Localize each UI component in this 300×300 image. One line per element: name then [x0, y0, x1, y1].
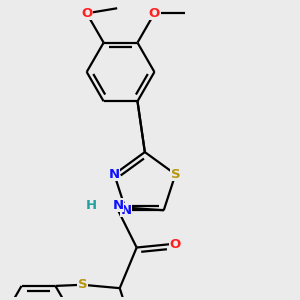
- Text: N: N: [112, 199, 124, 212]
- Text: O: O: [169, 238, 181, 250]
- Text: O: O: [81, 7, 92, 20]
- Text: O: O: [149, 7, 160, 20]
- Text: N: N: [109, 168, 120, 181]
- Text: S: S: [78, 278, 87, 291]
- Text: N: N: [120, 204, 131, 217]
- Text: S: S: [171, 168, 180, 181]
- Text: H: H: [85, 199, 97, 212]
